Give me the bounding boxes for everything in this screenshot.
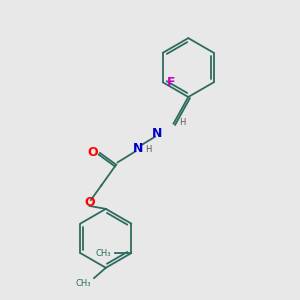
Text: CH₃: CH₃ (95, 249, 111, 258)
Text: CH₃: CH₃ (76, 280, 91, 289)
Text: N: N (152, 127, 163, 140)
Text: F: F (167, 76, 176, 89)
Text: H: H (179, 118, 186, 127)
Text: O: O (84, 196, 95, 209)
Text: H: H (145, 146, 151, 154)
Text: O: O (87, 146, 98, 159)
Text: N: N (133, 142, 143, 155)
